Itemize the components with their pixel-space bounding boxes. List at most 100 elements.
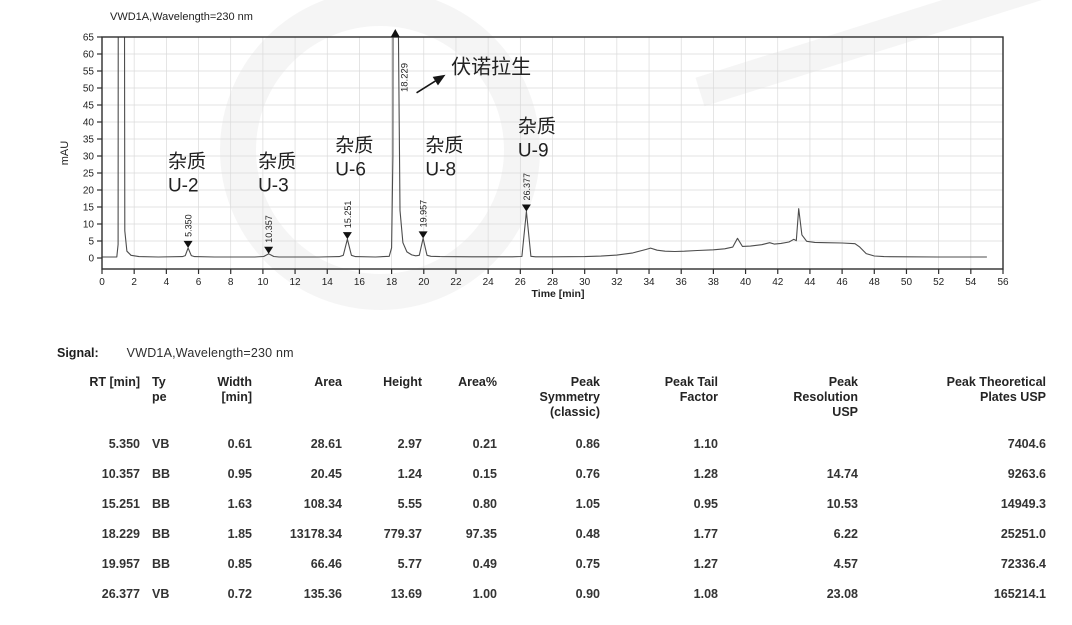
header-height: Height bbox=[383, 375, 422, 389]
x-tick-label: 20 bbox=[418, 277, 430, 288]
cell-tail-factor: 1.28 bbox=[693, 467, 718, 481]
x-tick-label: 24 bbox=[483, 277, 495, 288]
cell-type: BB bbox=[152, 557, 171, 571]
y-tick-label: 20 bbox=[83, 186, 95, 197]
x-axis-label: Time [min] bbox=[532, 288, 585, 300]
cell-rt: 5.350 bbox=[108, 437, 140, 451]
signal-value: VWD1A,Wavelength=230 nm bbox=[126, 346, 294, 360]
cell-plates: 7404.6 bbox=[1007, 437, 1046, 451]
cell-height: 1.24 bbox=[397, 467, 422, 481]
peak-marker-icon bbox=[183, 240, 193, 248]
peak-table-row: 19.957 BB 0.85 66.46 5.77 0.49 0.75 1.27 4.57 723… bbox=[57, 549, 1046, 579]
x-tick-label: 48 bbox=[869, 277, 881, 288]
cell-type: VB bbox=[152, 587, 170, 601]
cell-type: BB bbox=[152, 467, 171, 481]
peak-rt-label: 10.357 bbox=[264, 215, 274, 243]
peak-rt-label: 15.251 bbox=[343, 201, 353, 229]
peak-table-header-row: RT [min] Ty pe Width [min] Area Height Area% P… bbox=[57, 375, 1046, 429]
cell-plates: 14949.3 bbox=[1000, 497, 1046, 511]
api-annotation: 伏诺拉生 bbox=[416, 55, 531, 94]
cell-tail-factor: 1.77 bbox=[693, 527, 718, 541]
api-label: 伏诺拉生 bbox=[451, 55, 531, 78]
x-tick-label: 34 bbox=[643, 277, 655, 288]
cell-area: 13178.34 bbox=[289, 527, 342, 541]
grid-lines bbox=[102, 37, 1003, 269]
cell-area-pct: 0.80 bbox=[472, 497, 497, 511]
cell-rt: 10.357 bbox=[101, 467, 140, 481]
x-tick-label: 2 bbox=[131, 277, 137, 288]
x-tick-label: 4 bbox=[164, 277, 170, 288]
cell-resolution: 14.74 bbox=[826, 467, 858, 481]
x-tick-label: 0 bbox=[99, 277, 105, 288]
y-tick-label: 10 bbox=[83, 220, 95, 231]
annotation-arrowhead-icon bbox=[432, 74, 446, 86]
x-tick-label: 12 bbox=[290, 277, 302, 288]
cell-width: 0.72 bbox=[227, 587, 252, 601]
cell-tail-factor: 1.10 bbox=[693, 437, 718, 451]
peak-rt-label: 26.377 bbox=[522, 173, 532, 201]
x-tick-label: 18 bbox=[386, 277, 398, 288]
x-tick-label: 8 bbox=[228, 277, 234, 288]
peak-rt-label: 5.350 bbox=[184, 214, 194, 237]
y-tick-label: 55 bbox=[83, 67, 95, 78]
cell-area: 28.61 bbox=[310, 437, 342, 451]
x-tick-label: 26 bbox=[515, 277, 527, 288]
impurity-label: 杂质 U-2 bbox=[168, 151, 206, 197]
cell-resolution bbox=[718, 429, 858, 459]
header-tail-factor: Peak Tail Factor bbox=[664, 375, 718, 404]
x-tick-label: 56 bbox=[997, 277, 1009, 288]
header-width: Width [min] bbox=[217, 375, 252, 404]
cell-type: VB bbox=[152, 437, 170, 451]
peak-table-row: 18.229 BB 1.85 13178.34 779.37 97.35 0.48 1.77 6… bbox=[57, 519, 1046, 549]
x-tick-label: 52 bbox=[933, 277, 945, 288]
peak-table: RT [min] Ty pe Width [min] Area Height Area% P… bbox=[57, 375, 1046, 609]
x-tick-label: 16 bbox=[354, 277, 366, 288]
cell-plates: 9263.6 bbox=[1007, 467, 1046, 481]
x-tick-label: 50 bbox=[901, 277, 913, 288]
cell-area-pct: 0.15 bbox=[472, 467, 497, 481]
x-tick-label: 42 bbox=[772, 277, 784, 288]
cell-height: 13.69 bbox=[390, 587, 422, 601]
cell-area: 135.36 bbox=[303, 587, 342, 601]
chromatogram-trace bbox=[102, 37, 987, 258]
x-tick-label: 54 bbox=[965, 277, 977, 288]
cell-rt: 26.377 bbox=[101, 587, 140, 601]
x-tick-label: 44 bbox=[804, 277, 816, 288]
peak-table-row: 15.251 BB 1.63 108.34 5.55 0.80 1.05 0.95 10.53 1… bbox=[57, 489, 1046, 519]
header-rt: RT [min] bbox=[89, 375, 140, 389]
x-tick-label: 6 bbox=[196, 277, 202, 288]
cell-rt: 15.251 bbox=[101, 497, 140, 511]
y-tick-label: 25 bbox=[83, 169, 95, 180]
y-tick-label: 60 bbox=[83, 50, 95, 61]
cell-rt: 18.229 bbox=[101, 527, 140, 541]
peak-table-row: 5.350 VB 0.61 28.61 2.97 0.21 0.86 1.10 7404.6 bbox=[57, 429, 1046, 459]
signal-line: Signal: VWD1A,Wavelength=230 nm bbox=[57, 346, 1072, 361]
cell-type: BB bbox=[152, 527, 171, 541]
header-plates: Peak Theoretical Plates USP bbox=[946, 375, 1046, 404]
impurity-label: 杂质 U-8 bbox=[425, 135, 463, 181]
annotation-arrow-line bbox=[416, 80, 436, 94]
y-tick-label: 0 bbox=[88, 254, 94, 265]
peak-marker-icon bbox=[342, 232, 352, 240]
cell-width: 0.85 bbox=[227, 557, 252, 571]
cell-resolution: 10.53 bbox=[826, 497, 858, 511]
x-tick-label: 36 bbox=[676, 277, 688, 288]
cell-plates: 165214.1 bbox=[993, 587, 1046, 601]
cell-symmetry: 0.75 bbox=[575, 557, 600, 571]
cell-area: 108.34 bbox=[303, 497, 342, 511]
header-type: Ty pe bbox=[152, 375, 167, 404]
header-resolution: Peak Resolution USP bbox=[793, 375, 858, 419]
cell-width: 1.63 bbox=[227, 497, 252, 511]
cell-plates: 72336.4 bbox=[1000, 557, 1046, 571]
y-tick-label: 30 bbox=[83, 152, 95, 163]
y-tick-label: 5 bbox=[88, 237, 94, 248]
x-tick-label: 40 bbox=[740, 277, 752, 288]
cell-symmetry: 1.05 bbox=[575, 497, 600, 511]
cell-height: 2.97 bbox=[397, 437, 422, 451]
x-tick-label: 30 bbox=[579, 277, 591, 288]
peak-table-row: 26.377 VB 0.72 135.36 13.69 1.00 0.90 1.08 23.08… bbox=[57, 579, 1046, 609]
cell-resolution: 6.22 bbox=[833, 527, 858, 541]
